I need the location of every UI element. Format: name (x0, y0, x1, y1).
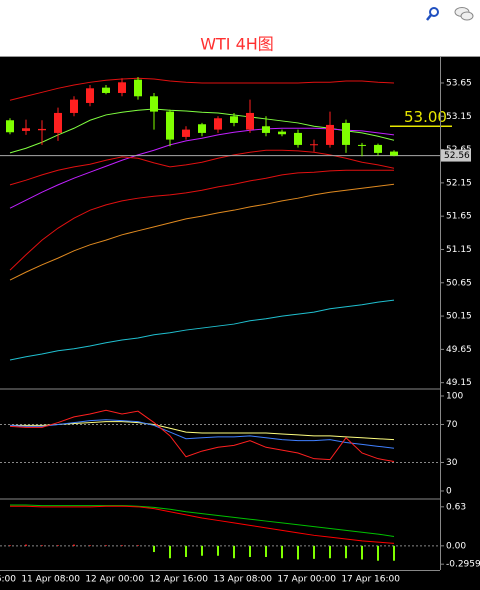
histogram-bar (121, 545, 123, 546)
panel (0, 409, 440, 463)
candle-body (374, 144, 382, 153)
toolbar (0, 0, 480, 57)
x-tick-label: 11 Apr 08:00 (21, 575, 80, 585)
y-tick-label: 53.15 (446, 112, 472, 122)
panel (0, 504, 440, 561)
candle-body (198, 124, 206, 133)
candle-body (166, 111, 174, 140)
indicator-line (9, 77, 395, 101)
indicator-line (9, 169, 394, 271)
y-tick-label: -0.2959 (446, 560, 480, 570)
histogram-bar (89, 545, 91, 546)
y-tick-label: 0.63 (446, 502, 466, 512)
histogram-bar (393, 545, 395, 561)
y-tick-label: 49.65 (446, 345, 472, 355)
x-tick-label: 17 Apr 00:00 (277, 575, 336, 585)
chart-background (0, 57, 480, 590)
last-price-label: 52.56 (444, 151, 470, 161)
histogram-bar (377, 545, 379, 561)
histogram-bar (313, 545, 315, 559)
candle-body (214, 118, 222, 130)
indicator-line (9, 409, 395, 463)
histogram-bar (137, 545, 139, 546)
histogram-bar (329, 545, 331, 559)
candle-body (230, 116, 238, 123)
indicator-line (9, 299, 395, 361)
candle-body (118, 82, 126, 93)
histogram-bar (57, 545, 59, 546)
x-tick-label: 17 Apr 16:00 (341, 575, 400, 585)
candle-body (150, 96, 158, 112)
histogram-bar (41, 545, 43, 546)
histogram-bar (153, 545, 155, 553)
candle-body (22, 128, 30, 131)
candle-body (294, 132, 302, 145)
candle-body (278, 131, 286, 135)
histogram-bar (185, 545, 187, 557)
x-tick-label: 12 Apr 00:00 (85, 575, 144, 585)
histogram-bar (201, 545, 203, 556)
candle-body (246, 112, 254, 130)
histogram-bar (73, 544, 75, 546)
x-tick-label: 13 Apr 08:00 (213, 575, 272, 585)
candle-body (358, 144, 366, 146)
candle-body (86, 88, 94, 103)
candle-body (390, 151, 398, 156)
y-tick-label: 49.15 (446, 378, 472, 388)
x-tick-label: 16:00 (0, 575, 16, 585)
candle-body (38, 128, 46, 131)
candle-body (134, 79, 142, 97)
y-tick-label: 70 (446, 420, 458, 430)
histogram-bar (169, 545, 171, 559)
chart-title: WTI 4H图 (200, 35, 274, 54)
indicator-line (9, 419, 395, 449)
candle-body (6, 120, 14, 133)
annotation-label: 53.00 (404, 108, 447, 126)
histogram-bar (345, 545, 347, 559)
candle-body (54, 112, 62, 133)
histogram-bar (281, 545, 283, 559)
y-tick-label: 53.65 (446, 78, 472, 88)
y-tick-label: 52.15 (446, 178, 472, 188)
histogram-bar (249, 545, 251, 557)
histogram-bar (297, 545, 299, 560)
histogram-bar (9, 545, 11, 546)
indicator-line (10, 504, 395, 538)
candle-body (70, 99, 78, 113)
indicator-line (9, 183, 395, 281)
panel (0, 76, 440, 361)
candle-body (310, 144, 318, 146)
y-tick-label: 100 (446, 391, 463, 401)
y-tick-label: 51.65 (446, 212, 472, 222)
x-tick-label: 12 Apr 16:00 (149, 575, 208, 585)
histogram-bar (265, 545, 267, 557)
candle-body (182, 129, 190, 137)
y-tick-label: 0.00 (446, 541, 466, 551)
histogram-bar (217, 545, 219, 556)
histogram-bar (25, 544, 27, 546)
histogram-bar (105, 545, 107, 546)
y-tick-label: 50.15 (446, 312, 472, 322)
histogram-bar (361, 545, 363, 560)
chat-icon[interactable] (454, 7, 474, 21)
indicator-line (9, 149, 395, 186)
search-icon[interactable] (426, 7, 439, 21)
candle-body (342, 122, 350, 145)
last-price-box (441, 149, 471, 162)
y-tick-label: 50.65 (446, 278, 472, 288)
candle-body (326, 124, 334, 145)
candle-body (102, 87, 110, 93)
y-tick-label: 30 (446, 458, 458, 468)
indicator-line (10, 505, 395, 544)
y-tick-label: 0 (446, 486, 452, 496)
histogram-bar (233, 545, 235, 559)
indicator-line (10, 421, 395, 441)
candle-body (262, 126, 270, 133)
y-tick-label: 51.15 (446, 245, 472, 255)
